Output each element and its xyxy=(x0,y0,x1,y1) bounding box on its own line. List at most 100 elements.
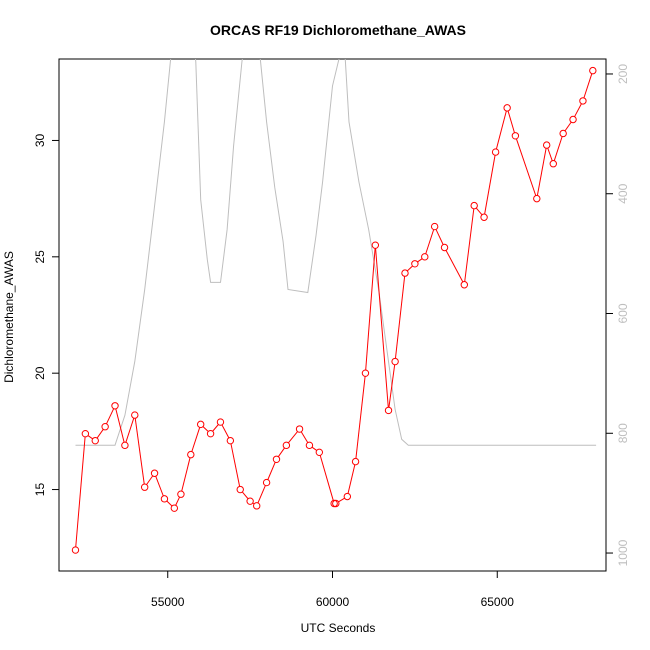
data-point xyxy=(91,436,99,445)
series-segment xyxy=(475,207,483,216)
data-point xyxy=(236,485,244,494)
secondary-y-tick-label: 800 xyxy=(616,423,630,443)
chart-title: ORCAS RF19 Dichloromethane_AWAS xyxy=(210,22,466,38)
series-segment xyxy=(484,155,496,215)
series-segment xyxy=(319,455,334,501)
data-point xyxy=(177,490,185,498)
series-segment xyxy=(583,73,593,99)
series-segment xyxy=(574,103,582,117)
series-segment xyxy=(115,408,125,443)
series-segment xyxy=(347,464,356,494)
series-segment xyxy=(507,110,515,133)
data-point xyxy=(246,497,254,505)
data-point xyxy=(262,478,271,487)
data-point xyxy=(589,66,597,75)
series-segment xyxy=(267,462,276,480)
series-segment xyxy=(464,208,475,282)
data-point xyxy=(549,160,557,168)
secondary-y-axis: 200 400 600 800 1000 xyxy=(606,64,630,566)
series-segment xyxy=(445,250,464,283)
data-point xyxy=(272,455,281,463)
data-point xyxy=(295,425,304,433)
series-segment xyxy=(406,265,413,272)
data-point xyxy=(511,132,520,140)
data-point xyxy=(569,115,577,124)
series-segment xyxy=(87,435,93,440)
secondary-y-tick-label: 400 xyxy=(616,183,630,203)
data-point xyxy=(343,492,352,501)
data-point xyxy=(460,281,469,289)
data-point xyxy=(170,504,179,512)
data-point xyxy=(542,141,551,149)
x-tick-label: 55000 xyxy=(151,595,185,609)
data-point xyxy=(81,429,90,438)
data-point xyxy=(253,502,261,510)
series-segment xyxy=(155,476,164,497)
data-point xyxy=(371,241,380,249)
data-point xyxy=(430,222,439,231)
data-point xyxy=(440,243,449,252)
series-segment xyxy=(191,427,201,452)
y-axis: 15 20 25 30 xyxy=(33,133,59,496)
series-segment xyxy=(230,443,241,487)
series-segment xyxy=(175,496,181,506)
data-point xyxy=(196,420,205,429)
series-segment xyxy=(375,248,389,408)
series-segment xyxy=(181,457,191,492)
series-segment xyxy=(166,500,173,507)
series-segment xyxy=(417,258,423,263)
data-point xyxy=(150,469,159,477)
data-point xyxy=(491,148,500,156)
secondary-y-tick-label: 600 xyxy=(616,303,630,323)
secondary-series-line xyxy=(75,59,597,446)
series-segment xyxy=(394,276,406,359)
data-point xyxy=(579,97,587,105)
series-segment xyxy=(257,485,266,504)
series-segment xyxy=(287,431,298,444)
series-segment xyxy=(106,408,115,425)
y-tick-label: 25 xyxy=(33,250,47,264)
series-segment xyxy=(564,121,572,132)
series-segment xyxy=(96,429,104,439)
series-segment xyxy=(495,110,507,150)
data-point xyxy=(71,546,80,554)
series-segment xyxy=(300,431,309,443)
data-point xyxy=(305,441,314,450)
series-segment xyxy=(553,136,563,161)
series-segment xyxy=(435,229,444,245)
data-point xyxy=(216,418,225,426)
x-tick-label: 60000 xyxy=(316,595,350,609)
data-point xyxy=(111,402,119,410)
data-point xyxy=(187,450,195,459)
series-segment xyxy=(212,424,219,432)
data-point xyxy=(361,369,370,377)
y-tick-label: 15 xyxy=(33,483,47,497)
series-segment xyxy=(241,491,249,500)
data-point xyxy=(140,483,149,491)
data-point xyxy=(121,441,129,450)
data-point xyxy=(282,441,291,450)
data-point xyxy=(332,499,340,508)
series-segment xyxy=(338,497,345,503)
data-point xyxy=(101,423,109,431)
secondary-y-tick-label: 200 xyxy=(616,64,630,84)
series-segment xyxy=(547,147,553,161)
data-point xyxy=(206,429,215,438)
series-segment xyxy=(515,138,537,196)
data-point xyxy=(559,129,567,138)
series-segment xyxy=(202,426,209,432)
y-tick-label: 20 xyxy=(33,366,47,380)
y-tick-label: 30 xyxy=(33,133,47,147)
data-point xyxy=(421,253,429,261)
x-tick-label: 65000 xyxy=(481,595,515,609)
data-point xyxy=(401,269,409,277)
series-segment xyxy=(536,148,547,196)
series-segment xyxy=(134,418,145,485)
data-point xyxy=(351,457,360,466)
data-point xyxy=(480,213,488,221)
data-point xyxy=(391,357,399,366)
data-point xyxy=(503,104,511,112)
data-point xyxy=(411,260,419,268)
series-layer xyxy=(71,59,597,554)
